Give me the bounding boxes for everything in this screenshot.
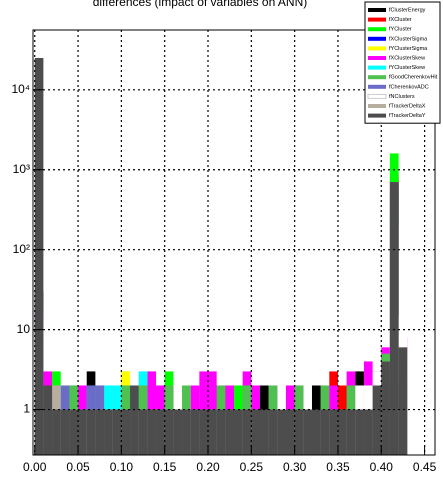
y-tick-label: 10³ xyxy=(13,162,30,176)
histogram-bar xyxy=(363,409,373,455)
histogram-bar xyxy=(389,182,399,456)
y-tick-label: 10 xyxy=(17,322,31,336)
legend-swatch xyxy=(368,8,386,12)
histogram-bar xyxy=(311,409,321,455)
x-tick-label: 0.10 xyxy=(110,460,134,474)
y-tick-label: 10² xyxy=(13,242,30,256)
legend-label: fNClusters xyxy=(389,94,415,100)
histogram-bar xyxy=(190,409,200,455)
x-tick-label: 0.00 xyxy=(23,460,47,474)
histogram-bar xyxy=(208,409,217,455)
y-tick-label: 1 xyxy=(23,402,30,416)
x-tick-label: 0.45 xyxy=(413,460,437,474)
histogram-bar xyxy=(268,409,278,455)
x-tick-label: 0.15 xyxy=(153,460,177,474)
histogram-bar xyxy=(164,409,174,455)
histogram-bar xyxy=(86,409,96,455)
histogram-bar xyxy=(242,409,252,455)
histogram-bar xyxy=(225,409,234,455)
legend-swatch xyxy=(368,65,386,70)
histogram-bar xyxy=(60,409,70,455)
histogram-bar xyxy=(104,409,113,455)
legend-label: fXClusterSigma xyxy=(389,36,428,42)
histogram-bar xyxy=(147,409,157,455)
x-tick-label: 0.20 xyxy=(196,460,220,474)
plot-frame xyxy=(32,29,436,456)
histogram-bar xyxy=(121,409,131,455)
legend-swatch xyxy=(368,84,386,89)
histogram-bar xyxy=(234,409,243,455)
histogram-bar xyxy=(259,409,269,455)
legend-label: fYClusterSkew xyxy=(389,65,425,71)
x-tick-label: 0.30 xyxy=(283,460,307,474)
legend-swatch xyxy=(368,46,386,51)
histogram-bar xyxy=(112,409,122,455)
x-tick-label: 0.40 xyxy=(370,460,394,474)
histogram-bar xyxy=(346,409,356,455)
chart-title: differences (impact of variables on ANN) xyxy=(93,0,308,9)
histogram-bar xyxy=(34,57,44,456)
histogram-bar xyxy=(355,409,364,455)
histogram-bar xyxy=(52,409,61,455)
histogram-bar xyxy=(182,409,191,455)
legend-swatch xyxy=(367,93,387,99)
histogram-bar xyxy=(95,409,105,455)
histogram-bar xyxy=(43,385,53,455)
legend-label: fClusterEnergy xyxy=(389,7,426,13)
histogram-bar xyxy=(130,385,139,455)
histogram-bar xyxy=(173,409,183,455)
legend-swatch xyxy=(368,36,386,41)
histogram-bar xyxy=(138,409,148,455)
histogram-bar xyxy=(156,409,165,455)
legend-swatch xyxy=(368,17,386,22)
legend-label: fTrackerDeltaY xyxy=(389,113,426,119)
legend-label: fYCluster xyxy=(389,27,412,33)
legend-label: fTrackerDeltaX xyxy=(389,103,426,109)
legend-swatch xyxy=(368,113,386,118)
legend-swatch xyxy=(368,27,386,32)
histogram-bar xyxy=(398,347,408,455)
histogram-bar xyxy=(216,409,226,455)
histogram-bar xyxy=(381,361,390,455)
x-tick-label: 0.25 xyxy=(240,460,264,474)
legend: fClusterEnergy fXCluster fYCluster fXCluste… xyxy=(364,1,441,124)
histogram-bar xyxy=(69,409,79,455)
legend-label: fYClusterSigma xyxy=(389,46,428,52)
legend-label: fXClusterSkew xyxy=(389,55,425,61)
y-tick-label: 10⁴ xyxy=(11,82,30,96)
legend-label: fCherenkovADC xyxy=(389,84,429,90)
histogram-bar xyxy=(303,409,312,455)
x-tick-label: 0.05 xyxy=(66,460,90,474)
legend-label: fGoodCherenkovHit xyxy=(389,75,438,81)
histogram-bar xyxy=(277,409,286,455)
legend-box xyxy=(364,1,441,124)
histogram-bar xyxy=(294,409,304,455)
histogram-bar xyxy=(78,409,87,455)
histogram-bar xyxy=(199,409,209,455)
x-tick-label: 0.35 xyxy=(326,460,350,474)
legend-label: fXCluster xyxy=(389,17,412,23)
histogram-bar xyxy=(285,409,295,455)
histogram-bar xyxy=(372,385,382,455)
legend-swatch xyxy=(368,104,386,108)
histogram-bar xyxy=(251,409,260,455)
histogram-bar xyxy=(329,409,338,455)
legend-swatch xyxy=(368,75,386,80)
legend-swatch xyxy=(368,56,386,60)
histogram-bar xyxy=(320,409,330,455)
histogram-bar xyxy=(337,409,347,455)
